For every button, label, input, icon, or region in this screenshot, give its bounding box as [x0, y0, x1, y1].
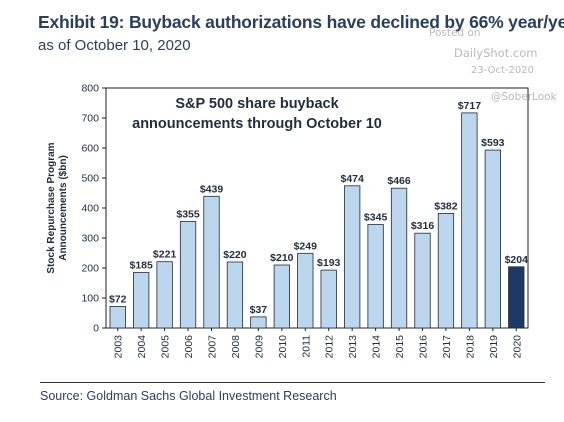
bar — [320, 269, 337, 329]
data-label: $474 — [340, 173, 364, 185]
bar — [508, 266, 525, 329]
bar-chart: 0 100 200 300 400 500 600 700 800 Stock Repurchas… — [46, 83, 529, 359]
bar — [437, 212, 455, 329]
y-tick-label: 800 — [81, 83, 99, 95]
chart-title: Exhibit 19: Buyback authorizations have … — [38, 12, 564, 32]
data-label: $185 — [129, 260, 153, 272]
chart-annotation: announcements through October 10 — [132, 116, 382, 132]
bar — [203, 195, 220, 329]
x-tick-label: 2018 — [464, 335, 476, 359]
bar — [484, 149, 501, 329]
y-axis-label: Stock Repurchase Program — [46, 142, 57, 273]
bar — [297, 252, 314, 329]
data-label: $439 — [200, 183, 224, 195]
bar — [226, 261, 244, 329]
data-label: $355 — [176, 209, 200, 221]
data-label: $204 — [505, 254, 529, 266]
x-tick-label: 2005 — [160, 335, 172, 359]
watermark-site: DailyShot.com — [454, 46, 538, 60]
y-tick-label: 200 — [81, 263, 99, 275]
x-tick-label: 2020 — [511, 335, 523, 359]
data-label: $717 — [458, 100, 482, 112]
bar — [156, 261, 173, 329]
y-tick-label: 400 — [81, 203, 99, 215]
x-tick-label: 2019 — [488, 335, 500, 359]
data-label: $220 — [223, 249, 247, 261]
watermark-handle: @SoberLook — [491, 91, 557, 103]
data-label: $466 — [387, 175, 411, 187]
x-tick-label: 2007 — [207, 335, 219, 359]
x-tick-label: 2006 — [183, 335, 195, 359]
bar — [367, 224, 384, 329]
watermark-date: 23-Oct-2020 — [471, 65, 534, 76]
x-tick-label: 2014 — [371, 335, 383, 359]
y-axis-label: Announcements ($bn) — [58, 155, 69, 261]
bar — [390, 187, 408, 329]
data-label: $593 — [481, 137, 505, 149]
bar — [461, 112, 478, 329]
bar — [109, 305, 126, 329]
chart-subtitle: as of October 10, 2020 — [38, 37, 191, 54]
bar — [250, 316, 267, 329]
y-tick-label: 700 — [81, 113, 99, 125]
data-label: $221 — [153, 249, 177, 261]
bar — [179, 221, 197, 329]
x-tick-label: 2013 — [347, 335, 359, 359]
x-tick-label: 2016 — [418, 335, 430, 359]
data-label: $193 — [317, 257, 341, 269]
x-tick-label: 2012 — [324, 335, 336, 359]
footer-divider — [40, 382, 545, 383]
data-label: $249 — [294, 240, 318, 252]
source-note: Source: Goldman Sachs Global Investment … — [40, 389, 337, 403]
watermark-posted: Posted on — [429, 27, 481, 39]
x-tick-label: 2004 — [136, 335, 148, 359]
x-tick-label: 2003 — [113, 335, 125, 359]
y-tick-label: 500 — [81, 173, 99, 185]
data-label: $210 — [270, 252, 294, 264]
data-label: $72 — [109, 293, 127, 305]
x-tick-label: 2011 — [300, 335, 312, 358]
x-tick-label: 2008 — [230, 335, 242, 359]
x-tick-label: 2010 — [277, 335, 289, 359]
x-tick-label: 2015 — [394, 335, 406, 359]
bar — [273, 264, 290, 329]
y-tick-label: 0 — [93, 323, 99, 335]
bar — [344, 185, 361, 329]
data-label: $345 — [364, 212, 388, 224]
bar — [133, 272, 150, 329]
chart-annotation: S&P 500 share buyback — [175, 96, 339, 112]
data-label: $382 — [434, 200, 458, 212]
y-tick-label: 300 — [81, 233, 99, 245]
x-tick-label: 2009 — [253, 335, 265, 359]
y-tick-label: 600 — [81, 143, 99, 155]
data-label: $316 — [411, 220, 435, 232]
title-block: Exhibit 19: Buyback authorizations have … — [38, 12, 564, 54]
x-tick-label: 2017 — [441, 335, 453, 359]
y-tick-label: 100 — [81, 293, 99, 305]
data-label: $37 — [250, 304, 268, 316]
bar — [414, 232, 431, 329]
